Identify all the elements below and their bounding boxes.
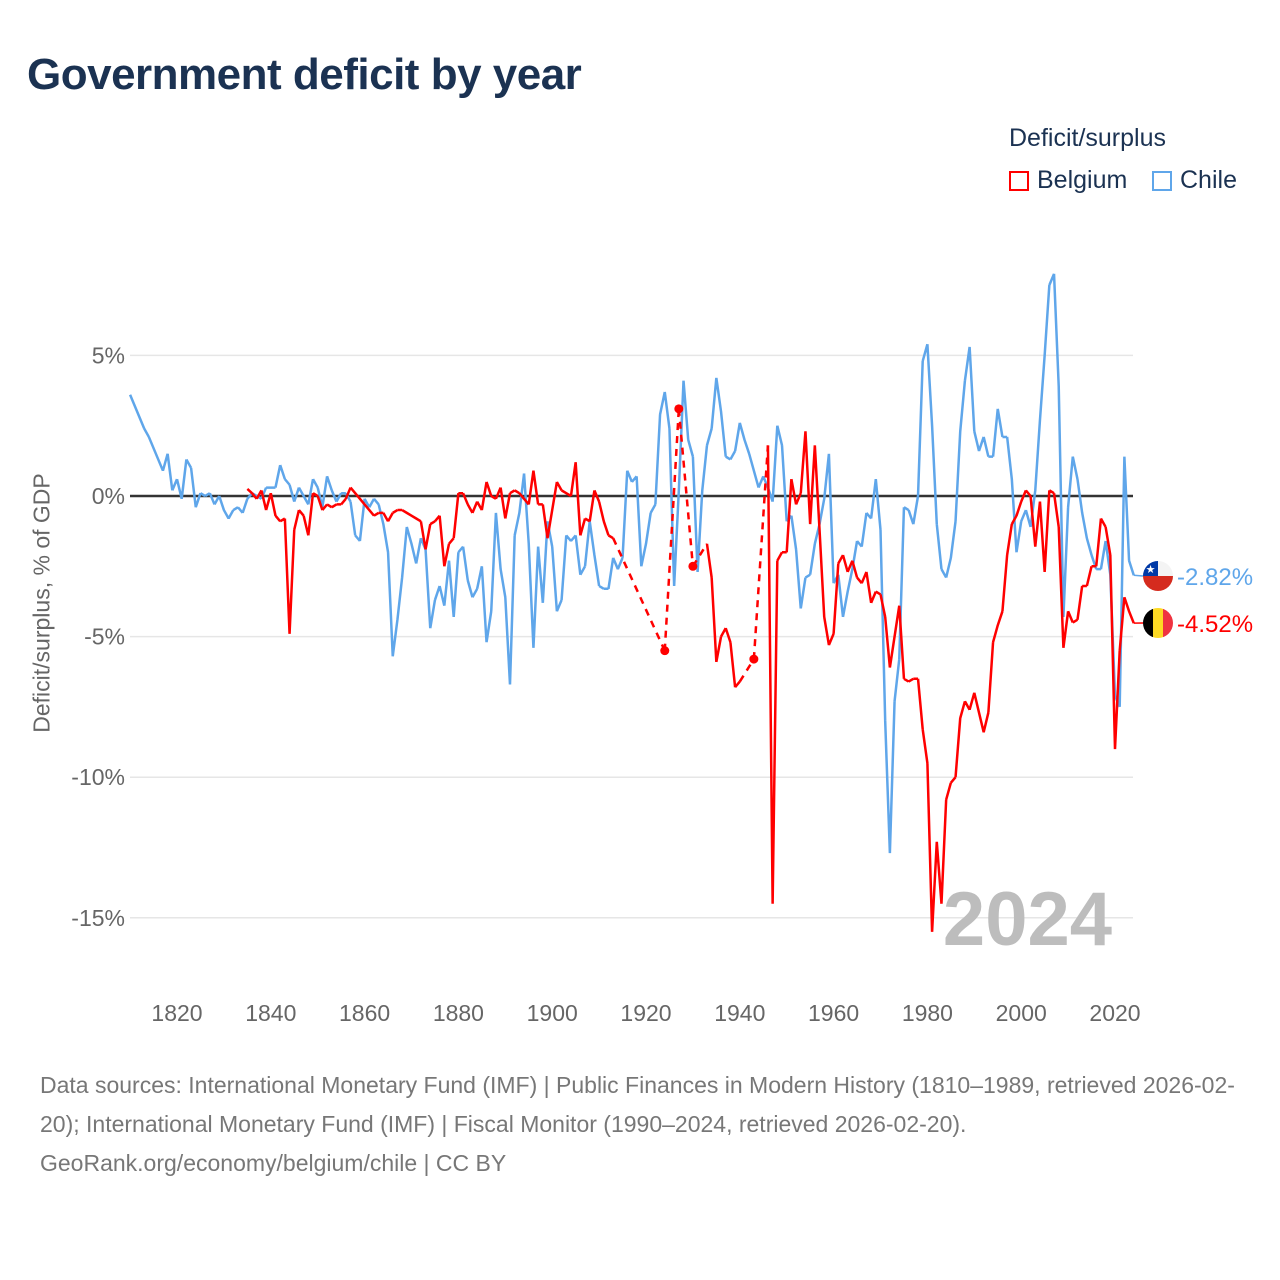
series-lines <box>128 273 1135 932</box>
y-tick-label: 5% <box>92 342 125 368</box>
series-line[interactable] <box>246 431 1135 932</box>
chile-flag-icon: ★ <box>1143 561 1173 591</box>
legend-item-belgium[interactable]: Belgium <box>1009 166 1127 195</box>
legend-label: Chile <box>1180 166 1237 194</box>
belgium-flag-icon <box>1143 608 1173 638</box>
y-tick-label: -15% <box>71 905 125 931</box>
series-chile <box>128 273 1135 854</box>
legend-swatch-belgium <box>1009 170 1029 191</box>
x-tick-label: 1920 <box>620 1000 671 1026</box>
y-tick-label: -5% <box>84 624 125 650</box>
legend-title: Deficit/surplus <box>1009 124 1166 152</box>
y-tick-label: 0% <box>92 483 125 509</box>
series-belgium <box>246 404 1135 932</box>
x-tick-label: 1860 <box>339 1000 390 1026</box>
legend-swatch-chile <box>1152 170 1172 191</box>
year-watermark: 2024 <box>943 877 1112 962</box>
credit-link[interactable]: GeoRank.org/economy/belgium/chile | CC B… <box>40 1150 507 1176</box>
footer: Data sources: International Monetary Fun… <box>40 1066 1240 1183</box>
end-connector <box>1133 574 1144 577</box>
x-tick-label: 1900 <box>527 1000 578 1026</box>
gridlines: 5% 0% -5% -10% -15% 1820 1840 1860 1880 1900 1920 1… <box>71 342 1140 1026</box>
x-tick-label: 1880 <box>433 1000 484 1026</box>
x-tick-label: 1960 <box>808 1000 859 1026</box>
x-tick-label: 1940 <box>714 1000 765 1026</box>
legend-label: Belgium <box>1037 166 1128 194</box>
y-tick-label: -10% <box>71 764 125 790</box>
end-labels: ★ -2.82% -4.52% <box>1133 561 1253 638</box>
x-tick-label: 1820 <box>151 1000 202 1026</box>
series-line[interactable] <box>128 273 1135 854</box>
chart-title: Government deficit by year <box>27 50 582 99</box>
x-tick-label: 2020 <box>1089 1000 1140 1026</box>
x-tick-label: 1980 <box>902 1000 953 1026</box>
end-value-label: -2.82% <box>1177 564 1253 591</box>
data-sources: Data sources: International Monetary Fun… <box>40 1072 1235 1137</box>
x-tick-label: 2000 <box>996 1000 1047 1026</box>
legend-item-chile[interactable]: Chile <box>1152 166 1237 195</box>
end-value-label: -4.52% <box>1177 611 1253 638</box>
gap-line <box>612 408 770 683</box>
x-tick-label: 1840 <box>245 1000 296 1026</box>
svg-text:★: ★ <box>1146 564 1156 576</box>
